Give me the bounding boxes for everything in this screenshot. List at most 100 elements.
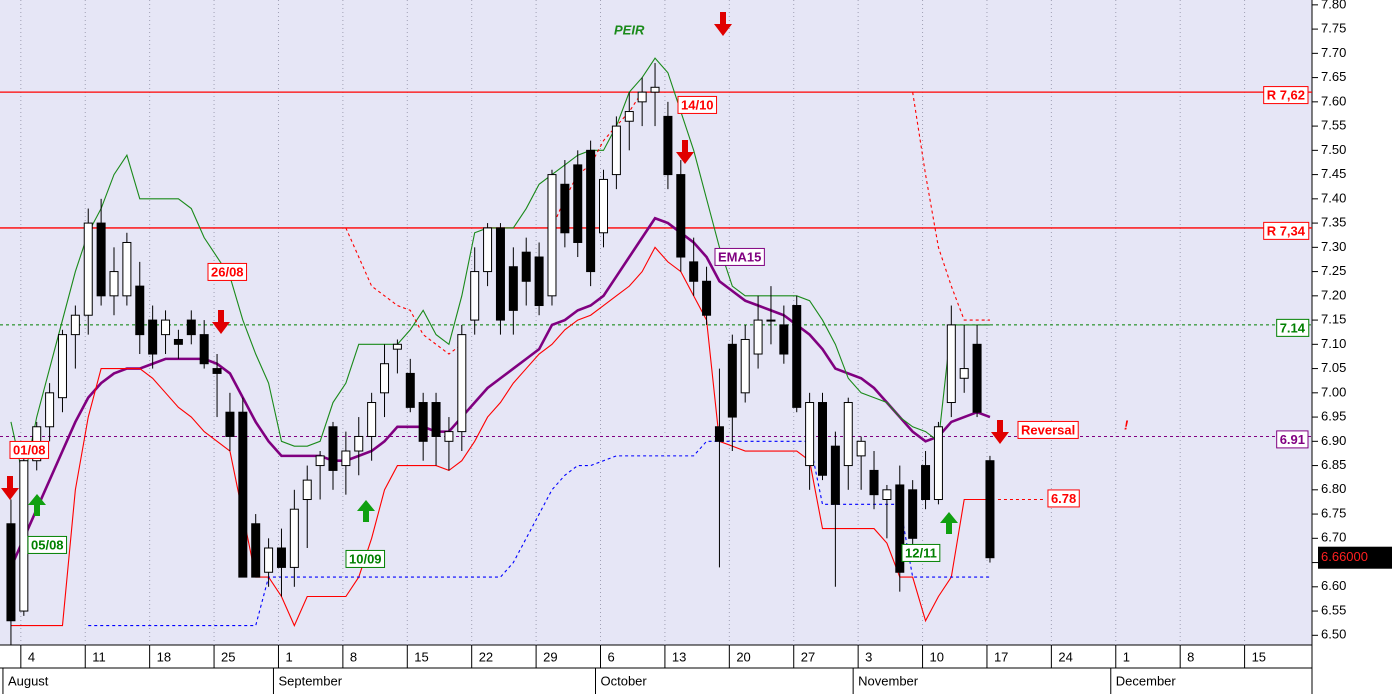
label-box: 14/10 [677, 95, 718, 114]
candle-body [830, 445, 840, 505]
x-tick-label: 3 [865, 649, 872, 664]
candle-body [418, 402, 428, 442]
candle-body [727, 343, 737, 418]
candle-body [921, 465, 931, 501]
candle-body [869, 469, 879, 496]
y-tick-label: 7.45 [1321, 166, 1346, 181]
label-box-frame [1047, 489, 1080, 508]
label-text: 12/11 [905, 545, 937, 560]
label-box: 10/09 [345, 549, 386, 568]
candle-body [483, 227, 493, 273]
candle-body [908, 489, 918, 539]
y-tick-label: 7.20 [1321, 287, 1346, 302]
candle-body [637, 91, 647, 103]
y-tick-label: 7.65 [1321, 69, 1346, 84]
label-box: 7.14 [1276, 318, 1310, 337]
label-box-frame [9, 440, 50, 459]
signal-arrow [357, 500, 375, 522]
y-tick-label: 7.10 [1321, 336, 1346, 351]
x-tick-label: 27 [801, 649, 815, 664]
candle-body [405, 372, 415, 408]
month-label: October [601, 673, 648, 688]
candle-body [611, 125, 621, 176]
candle-body [148, 319, 158, 355]
label-box: 01/08 [9, 440, 50, 459]
label-box-frame [714, 247, 765, 266]
candle-body [161, 319, 171, 336]
signal-arrow [714, 12, 732, 36]
candle-body [431, 402, 441, 437]
candle-body [302, 479, 312, 501]
x-tick-label: 17 [994, 649, 1008, 664]
candle-body [805, 402, 815, 467]
label-text: 10/09 [349, 551, 382, 566]
candle-body [586, 149, 596, 273]
candle-body [843, 402, 853, 467]
label-text: 6.91 [1280, 432, 1305, 447]
candle-body [676, 174, 686, 258]
candle-body [315, 455, 325, 467]
y-tick-label: 6.80 [1321, 481, 1346, 496]
label-box-frame [1276, 430, 1309, 449]
candle-body [817, 402, 827, 476]
x-tick-label: 24 [1058, 649, 1072, 664]
label-text: 7.14 [1280, 320, 1306, 335]
x-tick-label: 1 [1123, 649, 1130, 664]
candle-body [212, 368, 222, 374]
month-label: August [8, 673, 49, 688]
candle-body [328, 426, 338, 471]
x-tick-label: 8 [1187, 649, 1194, 664]
candle-body [264, 547, 274, 573]
y-tick-label: 6.85 [1321, 457, 1346, 472]
candle-body [109, 271, 119, 297]
signal-arrow [28, 494, 46, 516]
candle-body [689, 261, 699, 282]
label-box: R 7,34 [1263, 221, 1310, 240]
candle-body [251, 523, 261, 578]
candle-body [173, 338, 183, 345]
candle-body [45, 392, 55, 428]
candle-body [508, 266, 518, 311]
annotation-mark: ! [1124, 417, 1129, 432]
candle-body [663, 115, 673, 176]
candle-body [856, 440, 866, 457]
y-tick-label: 7.25 [1321, 263, 1346, 278]
candle-body [624, 111, 634, 122]
x-tick-label: 1 [285, 649, 292, 664]
label-box: 05/08 [27, 535, 68, 554]
signal-arrow [676, 140, 694, 164]
x-tick-label: 13 [672, 649, 686, 664]
candle-body [779, 324, 789, 355]
x-tick-label: 8 [350, 649, 357, 664]
candle-body [96, 222, 106, 297]
candle-body [882, 489, 892, 501]
signal-arrow [212, 310, 230, 334]
y-tick-label: 6.90 [1321, 433, 1346, 448]
y-tick-label: 7.70 [1321, 45, 1346, 60]
candle-body [276, 547, 286, 568]
candle-body [792, 305, 802, 408]
indicator-line [345, 227, 463, 355]
candle-body [972, 343, 982, 413]
candle-body [753, 319, 763, 355]
label-box-frame [1263, 221, 1310, 240]
y-tick-label: 7.05 [1321, 360, 1346, 375]
label-box: EMA15 [714, 247, 765, 266]
candle-body [444, 431, 454, 442]
candle-body [457, 334, 467, 433]
indicator-line [10, 246, 990, 627]
candle-body [238, 411, 248, 578]
candle-body [521, 251, 531, 282]
candle-body [985, 460, 995, 559]
x-axis-area [0, 645, 1312, 694]
signal-arrow [1, 476, 19, 500]
candle-body [57, 334, 67, 399]
y-tick-label: 7.60 [1321, 93, 1346, 108]
candle-body [470, 271, 480, 321]
candle-body [933, 426, 943, 501]
candle-body [225, 411, 235, 437]
y-tick-label: 6.55 [1321, 602, 1346, 617]
label-text: 01/08 [13, 442, 46, 457]
month-label: November [858, 673, 919, 688]
x-tick-label: 29 [543, 649, 557, 664]
